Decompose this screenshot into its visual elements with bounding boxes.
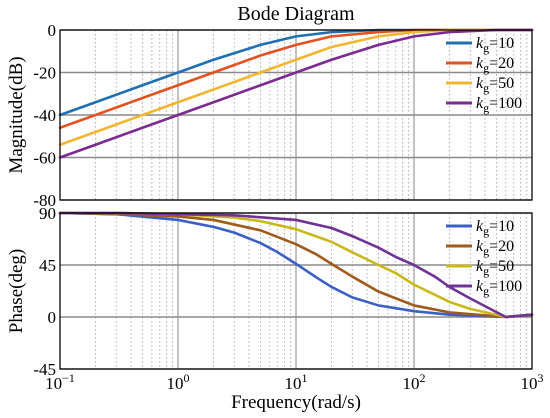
- x-tick-label: 103: [521, 371, 544, 393]
- y-tick-label: -60: [33, 149, 56, 168]
- x-tick-label: 102: [403, 371, 426, 393]
- legend-label: kg=100: [476, 95, 522, 115]
- y-tick-label: 0: [48, 308, 57, 327]
- y-axis-label: Phase(deg): [6, 249, 27, 333]
- y-tick-label: -40: [33, 106, 56, 125]
- x-axis-label: Frequency(rad/s): [231, 392, 361, 413]
- series-line-kg-100: [58, 28, 534, 159]
- legend-label: kg=10: [476, 35, 514, 55]
- legend-label: kg=100: [476, 278, 522, 298]
- y-tick-label: 45: [39, 256, 56, 275]
- legend-label: kg=20: [476, 238, 514, 258]
- y-axis-label: Magnitude(dB): [6, 56, 27, 173]
- legend-label: kg=50: [476, 75, 514, 95]
- series-group: [58, 211, 534, 319]
- y-tick-label: -20: [33, 64, 56, 83]
- legend-label: kg=20: [476, 55, 514, 75]
- x-tick-label: 10−1: [45, 371, 75, 393]
- axes-frame: [59, 212, 533, 370]
- axes-frame: [59, 29, 533, 201]
- legend-label: kg=10: [476, 218, 514, 238]
- series-line-kg-100: [58, 211, 534, 319]
- series-line-kg-20: [58, 211, 534, 319]
- y-tick-label: 0: [48, 21, 57, 40]
- y-tick-label: 90: [39, 204, 56, 223]
- y-tick-label: -45: [33, 360, 56, 379]
- legend-label: kg=50: [476, 258, 514, 278]
- y-tick-label: -80: [33, 191, 56, 210]
- bode-panels: 0-20-40-60-80kg=10kg=20kg=50kg=100Magnit…: [6, 3, 544, 413]
- x-tick-label: 100: [167, 371, 190, 393]
- x-tick-label: 101: [285, 371, 308, 393]
- series-line-kg-10: [58, 211, 534, 319]
- chart-title: Bode Diagram: [237, 3, 355, 25]
